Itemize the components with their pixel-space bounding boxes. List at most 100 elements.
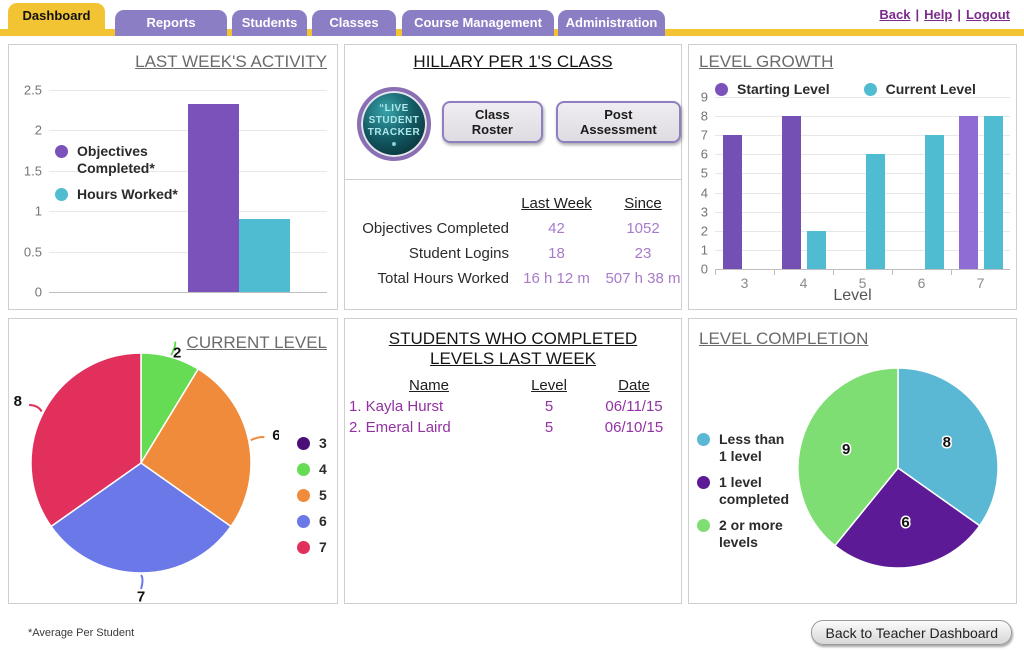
pie-slice-label: 8: [943, 434, 951, 451]
pie-callout-line: [140, 574, 144, 590]
bar-starting-level-7: [958, 116, 978, 269]
y-axis-tick: 2.5: [23, 82, 42, 98]
pie-slice-6: [50, 462, 232, 574]
stat-value: 18: [548, 245, 565, 262]
y-axis-tick: 2: [34, 122, 42, 138]
bar-hours-worked-: [239, 219, 290, 292]
gridline: [715, 249, 1010, 251]
starting-level-swatch: [715, 83, 728, 96]
legend-item: 1 level completed: [697, 474, 789, 508]
level-4-swatch: [297, 463, 310, 476]
bar-starting-level-4: [781, 116, 801, 269]
panel-level-completion: LEVEL COMPLETION Less than 1 level 1 lev…: [688, 318, 1017, 604]
legend-item: 2 or more levels: [697, 517, 789, 551]
tab-reports[interactable]: Reports: [115, 10, 227, 36]
stats-header-row: Last Week Since: [349, 191, 682, 216]
badge-line: TRACKER: [367, 126, 421, 138]
pie-callout-line: [170, 341, 177, 356]
legend-item: Current Level: [863, 81, 976, 98]
gridline: [715, 173, 1010, 175]
help-link[interactable]: Help: [924, 7, 953, 22]
activity-bar-chart: 0 0.5 1 1.5 2 2.5: [24, 83, 327, 300]
table-header-row: Name Level Date: [349, 375, 679, 396]
x-axis-tick: 3: [740, 275, 749, 291]
legend-label: 4: [319, 461, 327, 477]
tab-students[interactable]: Students: [232, 10, 307, 36]
legend-item: Objectives Completed*: [55, 143, 185, 177]
class-buttons: Class Roster Post Assessment: [442, 101, 681, 143]
tab-classes[interactable]: Classes: [312, 10, 396, 36]
tab-administration[interactable]: Administration: [558, 10, 665, 36]
tab-course-management[interactable]: Course Management: [402, 10, 554, 36]
bar-objectives-completed-: [188, 103, 239, 292]
legend-item: Starting Level: [715, 81, 830, 98]
post-assessment-button[interactable]: Post Assessment: [555, 101, 681, 143]
y-axis-tick: 1.5: [23, 163, 42, 179]
legend-item: Hours Worked*: [55, 186, 185, 203]
y-axis-tick: 1: [34, 203, 42, 219]
badge-line: STUDENT: [368, 114, 420, 126]
less-than-1-level-swatch: [697, 433, 710, 446]
level-3-swatch: [297, 437, 310, 450]
growth-legend: Starting Level Current Level: [715, 81, 1010, 98]
panel-level-growth: LEVEL GROWTH Starting Level Current Leve…: [688, 44, 1017, 310]
objectives-completed-swatch: [55, 145, 68, 158]
legend-label: 7: [319, 539, 327, 555]
y-axis-tick: 4: [700, 185, 708, 201]
current-level-swatch: [863, 83, 877, 96]
pie-slice-label: 8: [14, 393, 22, 410]
link-separator: |: [957, 7, 961, 22]
bar-current-level-4: [806, 230, 826, 269]
pie-slice-label: 2: [173, 345, 181, 362]
legend-item: Less than 1 level: [697, 431, 789, 465]
panel-completed-levels: STUDENTS WHO COMPLETED LEVELS LAST WEEK …: [344, 318, 682, 604]
level-7-swatch: [297, 541, 310, 554]
bar-current-level-6: [924, 135, 944, 269]
gridline: [715, 97, 1010, 98]
pie-slice-label: 6: [901, 514, 909, 531]
pie-slice-label: 7: [137, 589, 145, 604]
y-axis-tick: 9: [700, 89, 708, 105]
pie-slice-label: 6: [272, 427, 279, 444]
y-axis-tick: 6: [700, 146, 708, 162]
y-axis-tick: 0: [700, 261, 708, 277]
two-or-more-levels-swatch: [697, 519, 710, 532]
back-to-teacher-dashboard-button[interactable]: Back to Teacher Dashboard: [811, 620, 1012, 645]
legend-item: 3: [297, 435, 327, 452]
back-link[interactable]: Back: [879, 7, 911, 22]
one-level-completed-swatch: [697, 476, 710, 489]
legend-label: 6: [319, 513, 327, 529]
level-completion-pie-chart: 8 6 9: [797, 367, 999, 569]
growth-bar-chart: 0 1 2 3 4 5 6 7 8 9 3 4 5 6 7: [701, 90, 1010, 291]
col-header-last-week: Last Week: [521, 195, 592, 212]
legend-label: 2 or more levels: [719, 517, 783, 550]
y-axis-tick: 5: [700, 165, 708, 181]
legend-label: 3: [319, 435, 327, 451]
legend-item: 5: [297, 487, 327, 504]
live-student-tracker-badge[interactable]: “LIVE STUDENT TRACKER: [357, 87, 431, 161]
legend-label: Current Level: [885, 81, 976, 97]
badge-dot: [392, 141, 396, 146]
y-axis-tick: 1: [700, 242, 708, 258]
class-roster-button[interactable]: Class Roster: [442, 101, 543, 143]
logout-link[interactable]: Logout: [965, 7, 1010, 22]
tab-dashboard[interactable]: Dashboard: [8, 3, 105, 36]
panel-divider: [345, 179, 681, 180]
legend-label: Hours Worked*: [77, 186, 178, 202]
student-level: 5: [544, 419, 554, 436]
pie-slice-label: 9: [842, 441, 850, 458]
hours-worked-swatch: [55, 188, 68, 201]
gridline: [715, 116, 1010, 118]
pie-callout-line: [29, 404, 43, 413]
stat-value: 42: [548, 220, 565, 237]
pie-callout-line: [250, 435, 265, 442]
legend-item: 4: [297, 461, 327, 478]
activity-chart-title: LAST WEEK'S ACTIVITY: [135, 52, 327, 71]
legend-item: 6: [297, 513, 327, 530]
legend-item: 7: [297, 539, 327, 556]
table-row: 2. Emeral Laird 5 06/10/15: [349, 417, 679, 438]
pie-slice-1-level-completed: [833, 466, 981, 569]
level-completion-legend: Less than 1 level 1 level completed 2 or…: [697, 431, 789, 560]
badge-line: “LIVE: [379, 102, 409, 114]
